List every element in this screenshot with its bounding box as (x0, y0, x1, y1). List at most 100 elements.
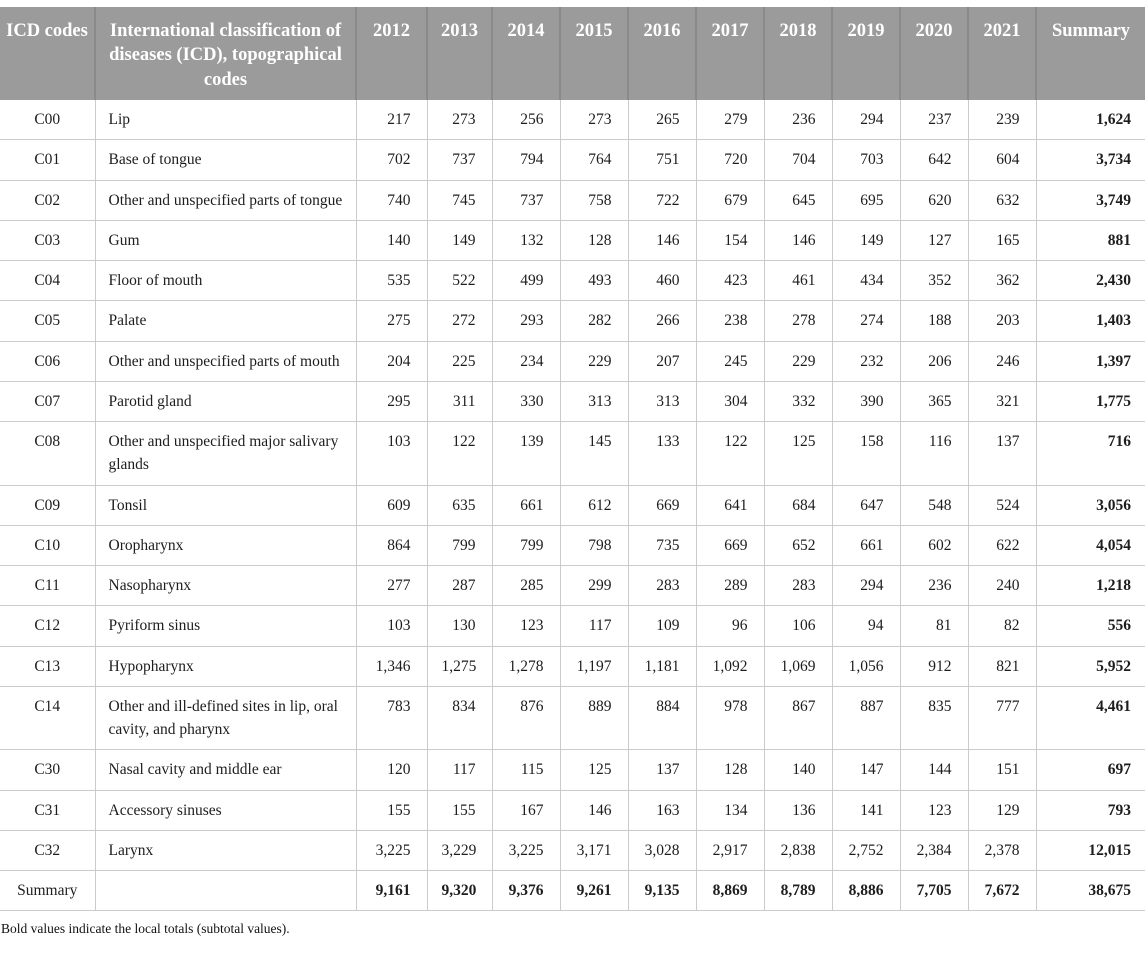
cell-year-value: 887 (831, 685, 901, 751)
table-body: C00 Lip 217 273 256 273 265 279 236 294 237 239 1,62… (0, 100, 1145, 912)
table-row: C09 Tonsil 609 635 661 612 669 641 684 647 548 524 3… (0, 484, 1145, 526)
table-row: C14 Other and ill-defined sites in lip, o… (0, 685, 1145, 751)
cell-year-value: 332 (763, 380, 833, 423)
cell-year-value: 679 (695, 179, 765, 221)
cell-description: Other and unspecified parts of mouth (94, 340, 357, 382)
cell-year-value: 622 (967, 524, 1037, 567)
cell-year-value: 3,028 (627, 829, 697, 872)
cell-year-value: 141 (831, 789, 901, 831)
cell-year-value: 864 (355, 524, 428, 567)
cell-year-value: 702 (355, 139, 428, 181)
cell-year-value: 146 (559, 789, 629, 831)
cell-icd-code: C13 (0, 645, 96, 687)
cell-year-value: 283 (627, 565, 697, 607)
cell-year-value: 158 (831, 421, 901, 486)
cell-year-value: 116 (899, 421, 969, 486)
cell-year-value: 889 (559, 685, 629, 751)
cell-year-value: 277 (355, 565, 428, 607)
cell-year-value: 225 (426, 340, 493, 382)
header-year: 2016 (627, 7, 696, 101)
header-icd-codes: ICD codes (0, 7, 95, 101)
cell-year-value: 3,225 (355, 829, 428, 872)
cell-year-value: 745 (426, 179, 493, 221)
cell-year-value: 978 (695, 685, 765, 751)
table-row: C05 Palate 275 272 293 282 266 238 278 274 188 203 1… (0, 300, 1145, 342)
cell-year-value: 635 (426, 484, 493, 526)
cell-summary-value: 5,952 (1035, 645, 1145, 687)
cell-year-value: 103 (355, 605, 428, 647)
header-year: 2012 (355, 7, 427, 101)
cell-year-value: 460 (627, 260, 697, 302)
cell-year-value: 602 (899, 524, 969, 567)
cell-year-value: 548 (899, 484, 969, 526)
cell-year-value: 295 (355, 380, 428, 423)
cell-description: Parotid gland (94, 380, 357, 423)
cell-year-value: 234 (491, 340, 561, 382)
cell-year-value: 188 (899, 300, 969, 342)
cell-year-value: 103 (355, 421, 428, 486)
cell-year-value: 299 (559, 565, 629, 607)
cell-year-value: 2,838 (763, 829, 833, 872)
cell-description: Other and ill-defined sites in lip, oral… (94, 685, 357, 751)
table-row: C10 Oropharynx 864 799 799 798 735 669 652 661 602… (0, 524, 1145, 567)
cell-year-value: 144 (899, 749, 969, 791)
cell-year-value: 279 (695, 100, 765, 141)
cell-year-value: 122 (426, 421, 493, 486)
cell-summary-value: 1,775 (1035, 380, 1145, 423)
cell-year-value: 289 (695, 565, 765, 607)
cell-icd-code: C12 (0, 605, 96, 647)
cell-year-value: 722 (627, 179, 697, 221)
cell-year-value: 130 (426, 605, 493, 647)
cell-year-value: 1,275 (426, 645, 493, 687)
cell-year-value: 274 (831, 300, 901, 342)
cell-icd-code: C14 (0, 685, 96, 751)
cell-year-value: 146 (627, 219, 697, 262)
cell-year-value: 266 (627, 300, 697, 342)
cell-year-value: 232 (831, 340, 901, 382)
header-year: 2014 (491, 7, 560, 101)
cell-year-value: 703 (831, 139, 901, 181)
cell-year-value: 8,886 (831, 870, 901, 912)
cell-year-value: 217 (355, 100, 428, 141)
cell-year-value: 737 (426, 139, 493, 181)
cell-year-value: 799 (426, 524, 493, 567)
cell-year-value: 799 (491, 524, 561, 567)
cell-year-value: 1,181 (627, 645, 697, 687)
cell-description: Accessory sinuses (94, 789, 357, 831)
cell-summary-value: 1,397 (1035, 340, 1145, 382)
cell-year-value: 137 (627, 749, 697, 791)
cell-year-value: 632 (967, 179, 1037, 221)
cell-year-value: 669 (627, 484, 697, 526)
cell-year-value: 524 (967, 484, 1037, 526)
cell-icd-code: C00 (0, 100, 96, 141)
cell-summary-value: 12,015 (1035, 829, 1145, 872)
cell-year-value: 123 (491, 605, 561, 647)
cell-year-value: 117 (426, 749, 493, 791)
cell-year-value: 239 (967, 100, 1037, 141)
cell-year-value: 522 (426, 260, 493, 302)
cell-icd-code: Summary (0, 870, 96, 912)
cell-year-value: 155 (426, 789, 493, 831)
cell-year-value: 304 (695, 380, 765, 423)
header-year: 2017 (695, 7, 764, 101)
cell-year-value: 661 (491, 484, 561, 526)
table-row: C08 Other and unspecified major salivary … (0, 421, 1145, 486)
cell-description: Floor of mouth (94, 260, 357, 302)
cell-year-value: 647 (831, 484, 901, 526)
cell-year-value: 139 (491, 421, 561, 486)
cell-description: Pyriform sinus (94, 605, 357, 647)
table-header: ICD codes International classification o… (0, 7, 1145, 101)
cell-year-value: 136 (763, 789, 833, 831)
cell-year-value: 9,261 (559, 870, 629, 912)
cell-year-value: 876 (491, 685, 561, 751)
header-year: 2013 (426, 7, 492, 101)
cell-icd-code: C01 (0, 139, 96, 181)
cell-year-value: 149 (426, 219, 493, 262)
cell-year-value: 133 (627, 421, 697, 486)
cell-year-value: 661 (831, 524, 901, 567)
cell-summary-value: 1,624 (1035, 100, 1145, 141)
cell-description: Hypopharynx (94, 645, 357, 687)
cell-year-value: 3,225 (491, 829, 561, 872)
cell-year-value: 641 (695, 484, 765, 526)
table-row: C03 Gum 140 149 132 128 146 154 146 149 127 165 881 (0, 219, 1145, 262)
